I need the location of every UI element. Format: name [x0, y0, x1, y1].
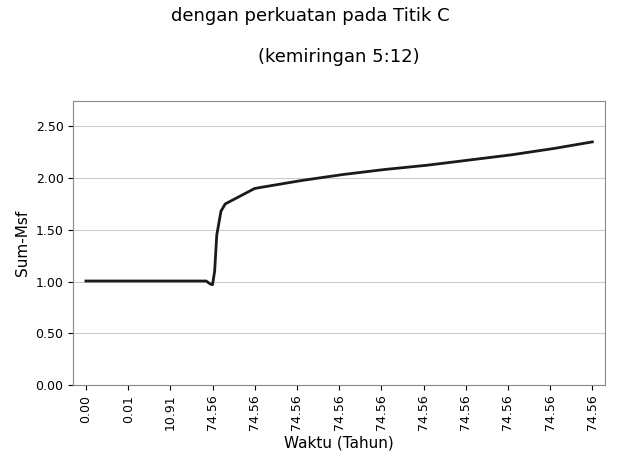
Text: dengan perkuatan pada Titik C: dengan perkuatan pada Titik C [170, 7, 450, 25]
X-axis label: Waktu (Tahun): Waktu (Tahun) [284, 436, 394, 451]
Title: (kemiringan 5:12): (kemiringan 5:12) [259, 48, 420, 66]
Y-axis label: Sum-Msf: Sum-Msf [15, 210, 30, 276]
